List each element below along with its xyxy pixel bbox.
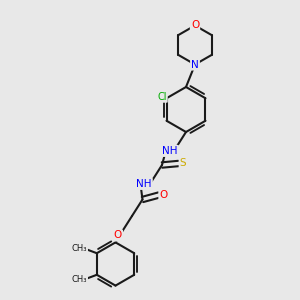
Text: Cl: Cl xyxy=(157,92,167,102)
Text: CH₃: CH₃ xyxy=(72,244,87,253)
Text: O: O xyxy=(191,20,199,31)
Text: O: O xyxy=(159,190,168,200)
Text: S: S xyxy=(180,158,186,169)
Text: CH₃: CH₃ xyxy=(72,275,87,284)
Text: N: N xyxy=(191,59,199,70)
Text: NH: NH xyxy=(162,146,178,156)
Text: NH: NH xyxy=(136,179,152,189)
Text: O: O xyxy=(114,230,122,241)
